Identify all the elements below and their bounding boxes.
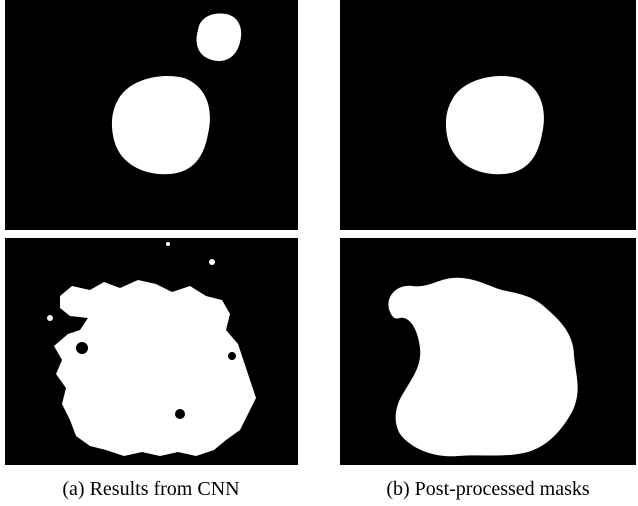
mask-hole (175, 409, 185, 419)
mask-blob (112, 76, 210, 174)
mask-blob (446, 76, 544, 174)
caption: (a) Results from CNN (62, 478, 239, 500)
mask-speck (166, 242, 170, 246)
figure: (a) Results from CNN (b) Post-processed … (0, 0, 638, 506)
mask-speck (47, 315, 53, 321)
mask-hole (76, 342, 88, 354)
caption: (b) Post-processed masks (386, 478, 590, 500)
mask-speck (209, 259, 215, 265)
mask-hole (228, 352, 236, 360)
